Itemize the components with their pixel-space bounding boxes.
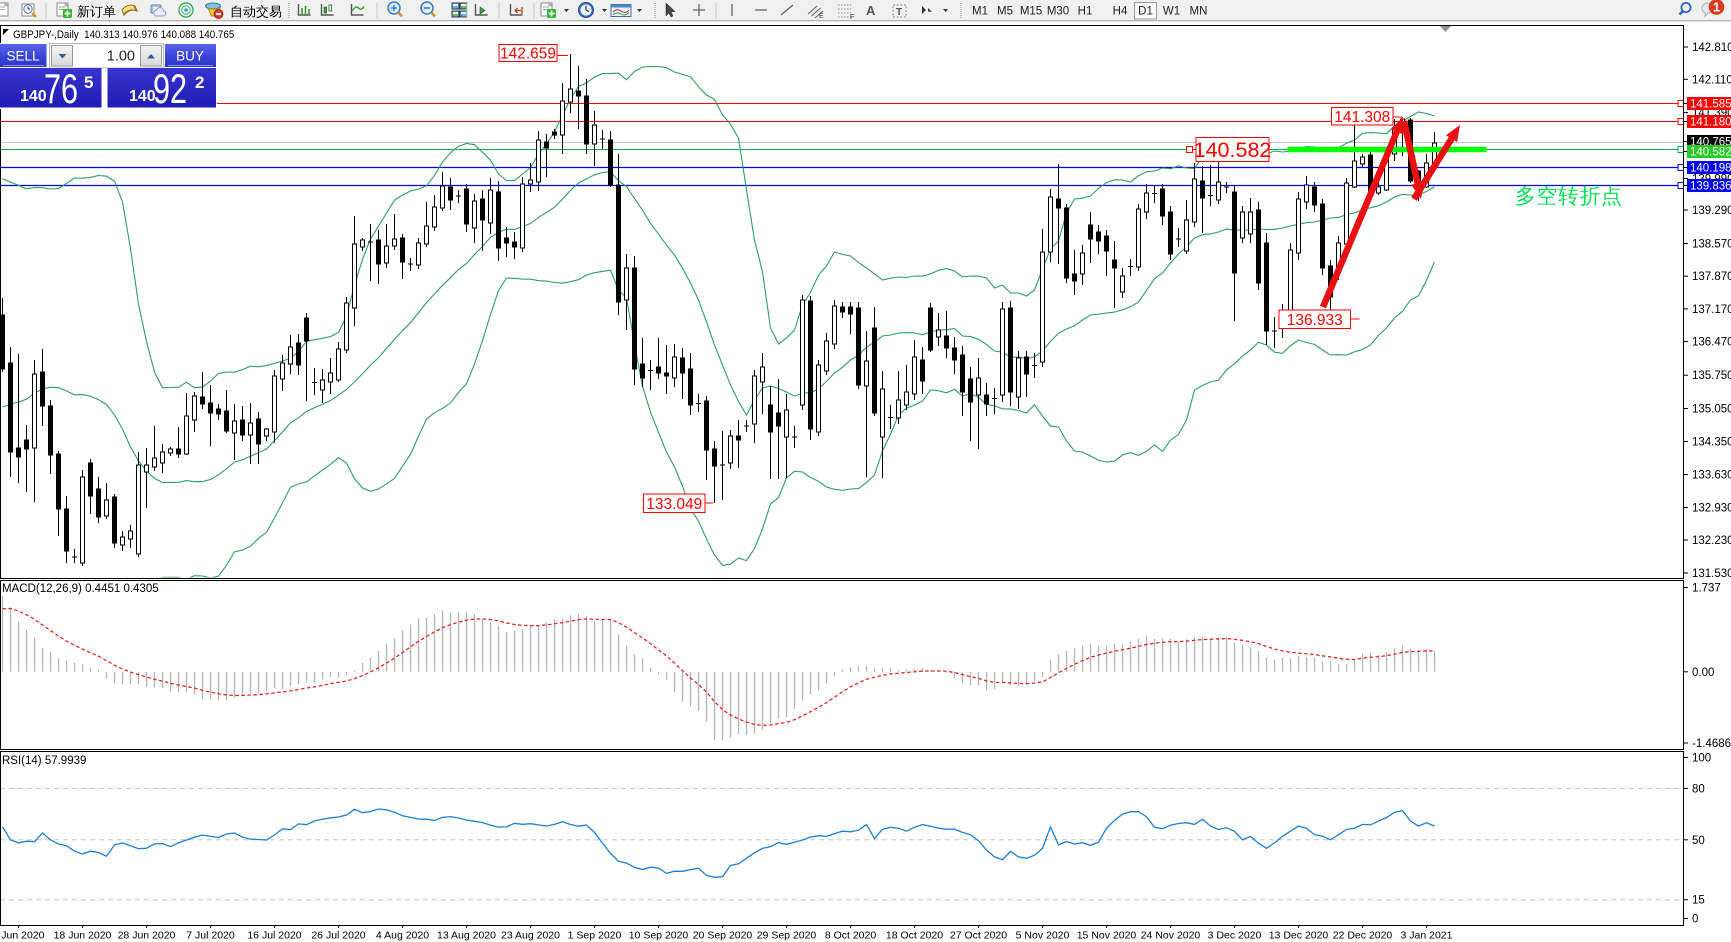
- svg-text:23 Aug 2020: 23 Aug 2020: [501, 930, 560, 942]
- svg-text:15 Nov 2020: 15 Nov 2020: [1077, 930, 1137, 942]
- svg-text:26 Jul 2020: 26 Jul 2020: [311, 930, 365, 942]
- svg-text:138.570: 138.570: [1692, 239, 1731, 251]
- svg-text:13 Aug 2020: 13 Aug 2020: [437, 930, 496, 942]
- svg-text:27 Oct 2020: 27 Oct 2020: [950, 930, 1007, 942]
- svg-text:135.050: 135.050: [1692, 404, 1731, 416]
- svg-text:GBPJPY-,Daily 140.313 140.976: GBPJPY-,Daily 140.313 140.976 140.088 14…: [13, 28, 234, 41]
- svg-text:142.110: 142.110: [1692, 74, 1731, 86]
- svg-text:E: E: [819, 13, 824, 20]
- svg-text:142.810: 142.810: [1692, 42, 1731, 54]
- svg-text:BUY: BUY: [176, 49, 204, 64]
- svg-text:0.00: 0.00: [1692, 667, 1714, 679]
- svg-text:80: 80: [1692, 783, 1705, 795]
- svg-text:136.470: 136.470: [1692, 337, 1731, 349]
- svg-text:1: 1: [1713, 0, 1720, 15]
- svg-text:T: T: [896, 7, 902, 18]
- svg-text:140.198: 140.198: [1690, 163, 1731, 175]
- svg-text:29 Sep 2020: 29 Sep 2020: [757, 930, 817, 942]
- svg-text:133.049: 133.049: [646, 496, 702, 513]
- svg-text:15: 15: [1692, 895, 1705, 907]
- svg-text:MACD(12,26,9) 0.4451 0.4305: MACD(12,26,9) 0.4451 0.4305: [2, 583, 159, 595]
- svg-text:133.630: 133.630: [1692, 470, 1731, 482]
- svg-text:3 Jan 2021: 3 Jan 2021: [1401, 930, 1453, 942]
- svg-text:24 Nov 2020: 24 Nov 2020: [1141, 930, 1201, 942]
- svg-text:H4: H4: [1113, 6, 1128, 18]
- svg-text:141.308: 141.308: [1334, 109, 1390, 126]
- svg-text:139.836: 139.836: [1690, 181, 1731, 193]
- svg-text:142.659: 142.659: [500, 46, 556, 63]
- svg-text:92: 92: [153, 65, 187, 112]
- svg-text:SELL: SELL: [6, 49, 40, 64]
- svg-text:18 Oct 2020: 18 Oct 2020: [886, 930, 943, 942]
- svg-text:2: 2: [195, 73, 204, 92]
- svg-text:50: 50: [1692, 835, 1705, 847]
- svg-text:M1: M1: [972, 6, 988, 18]
- svg-text:5 Nov 2020: 5 Nov 2020: [1016, 930, 1070, 942]
- svg-text:7 Jul 2020: 7 Jul 2020: [186, 930, 235, 942]
- svg-text:8 Jun 2020: 8 Jun 2020: [0, 930, 45, 942]
- svg-text:76: 76: [44, 65, 78, 112]
- svg-text:D1: D1: [1138, 6, 1153, 18]
- svg-text:100: 100: [1692, 753, 1711, 765]
- svg-text:1.737: 1.737: [1692, 583, 1721, 595]
- svg-text:M5: M5: [997, 6, 1013, 18]
- svg-text:136.933: 136.933: [1287, 312, 1343, 329]
- svg-text:141.585: 141.585: [1690, 99, 1731, 111]
- svg-text:10 Sep 2020: 10 Sep 2020: [629, 930, 689, 942]
- svg-text:8 Oct 2020: 8 Oct 2020: [825, 930, 877, 942]
- svg-text:MN: MN: [1190, 6, 1208, 18]
- svg-text:140: 140: [20, 88, 47, 105]
- svg-text:132.230: 132.230: [1692, 535, 1731, 547]
- svg-text:RSI(14) 57.9939: RSI(14) 57.9939: [2, 755, 86, 767]
- svg-text:132.930: 132.930: [1692, 503, 1731, 515]
- svg-text:140.582: 140.582: [1194, 138, 1272, 162]
- svg-text:A: A: [866, 3, 876, 18]
- svg-text:140: 140: [129, 88, 156, 105]
- svg-text:F: F: [850, 14, 854, 21]
- svg-text:0: 0: [1692, 914, 1698, 926]
- svg-text:20 Sep 2020: 20 Sep 2020: [693, 930, 753, 942]
- svg-text:18 Jun 2020: 18 Jun 2020: [54, 930, 112, 942]
- svg-text:M30: M30: [1047, 6, 1069, 18]
- svg-text:-1.4686: -1.4686: [1692, 738, 1731, 750]
- svg-text:4 Aug 2020: 4 Aug 2020: [376, 930, 429, 942]
- svg-text:28 Jun 2020: 28 Jun 2020: [118, 930, 176, 942]
- svg-text:141.180: 141.180: [1690, 117, 1731, 129]
- svg-text:131.530: 131.530: [1692, 568, 1731, 580]
- svg-text:137.870: 137.870: [1692, 271, 1731, 283]
- svg-text:139.290: 139.290: [1692, 205, 1731, 217]
- svg-text:1 Sep 2020: 1 Sep 2020: [568, 930, 622, 942]
- svg-text:140.582: 140.582: [1690, 147, 1731, 159]
- svg-text:5: 5: [84, 73, 93, 92]
- svg-text:3 Dec 2020: 3 Dec 2020: [1208, 930, 1262, 942]
- svg-text:M15: M15: [1020, 6, 1042, 18]
- svg-text:13 Dec 2020: 13 Dec 2020: [1269, 930, 1329, 942]
- svg-text:1.00: 1.00: [107, 49, 135, 65]
- svg-text:16 Jul 2020: 16 Jul 2020: [247, 930, 301, 942]
- svg-text:135.750: 135.750: [1692, 370, 1731, 382]
- svg-text:134.350: 134.350: [1692, 437, 1731, 449]
- svg-text:W1: W1: [1163, 6, 1180, 18]
- svg-text:H1: H1: [1078, 6, 1093, 18]
- svg-text:137.170: 137.170: [1692, 304, 1731, 316]
- svg-text:22 Dec 2020: 22 Dec 2020: [1333, 930, 1393, 942]
